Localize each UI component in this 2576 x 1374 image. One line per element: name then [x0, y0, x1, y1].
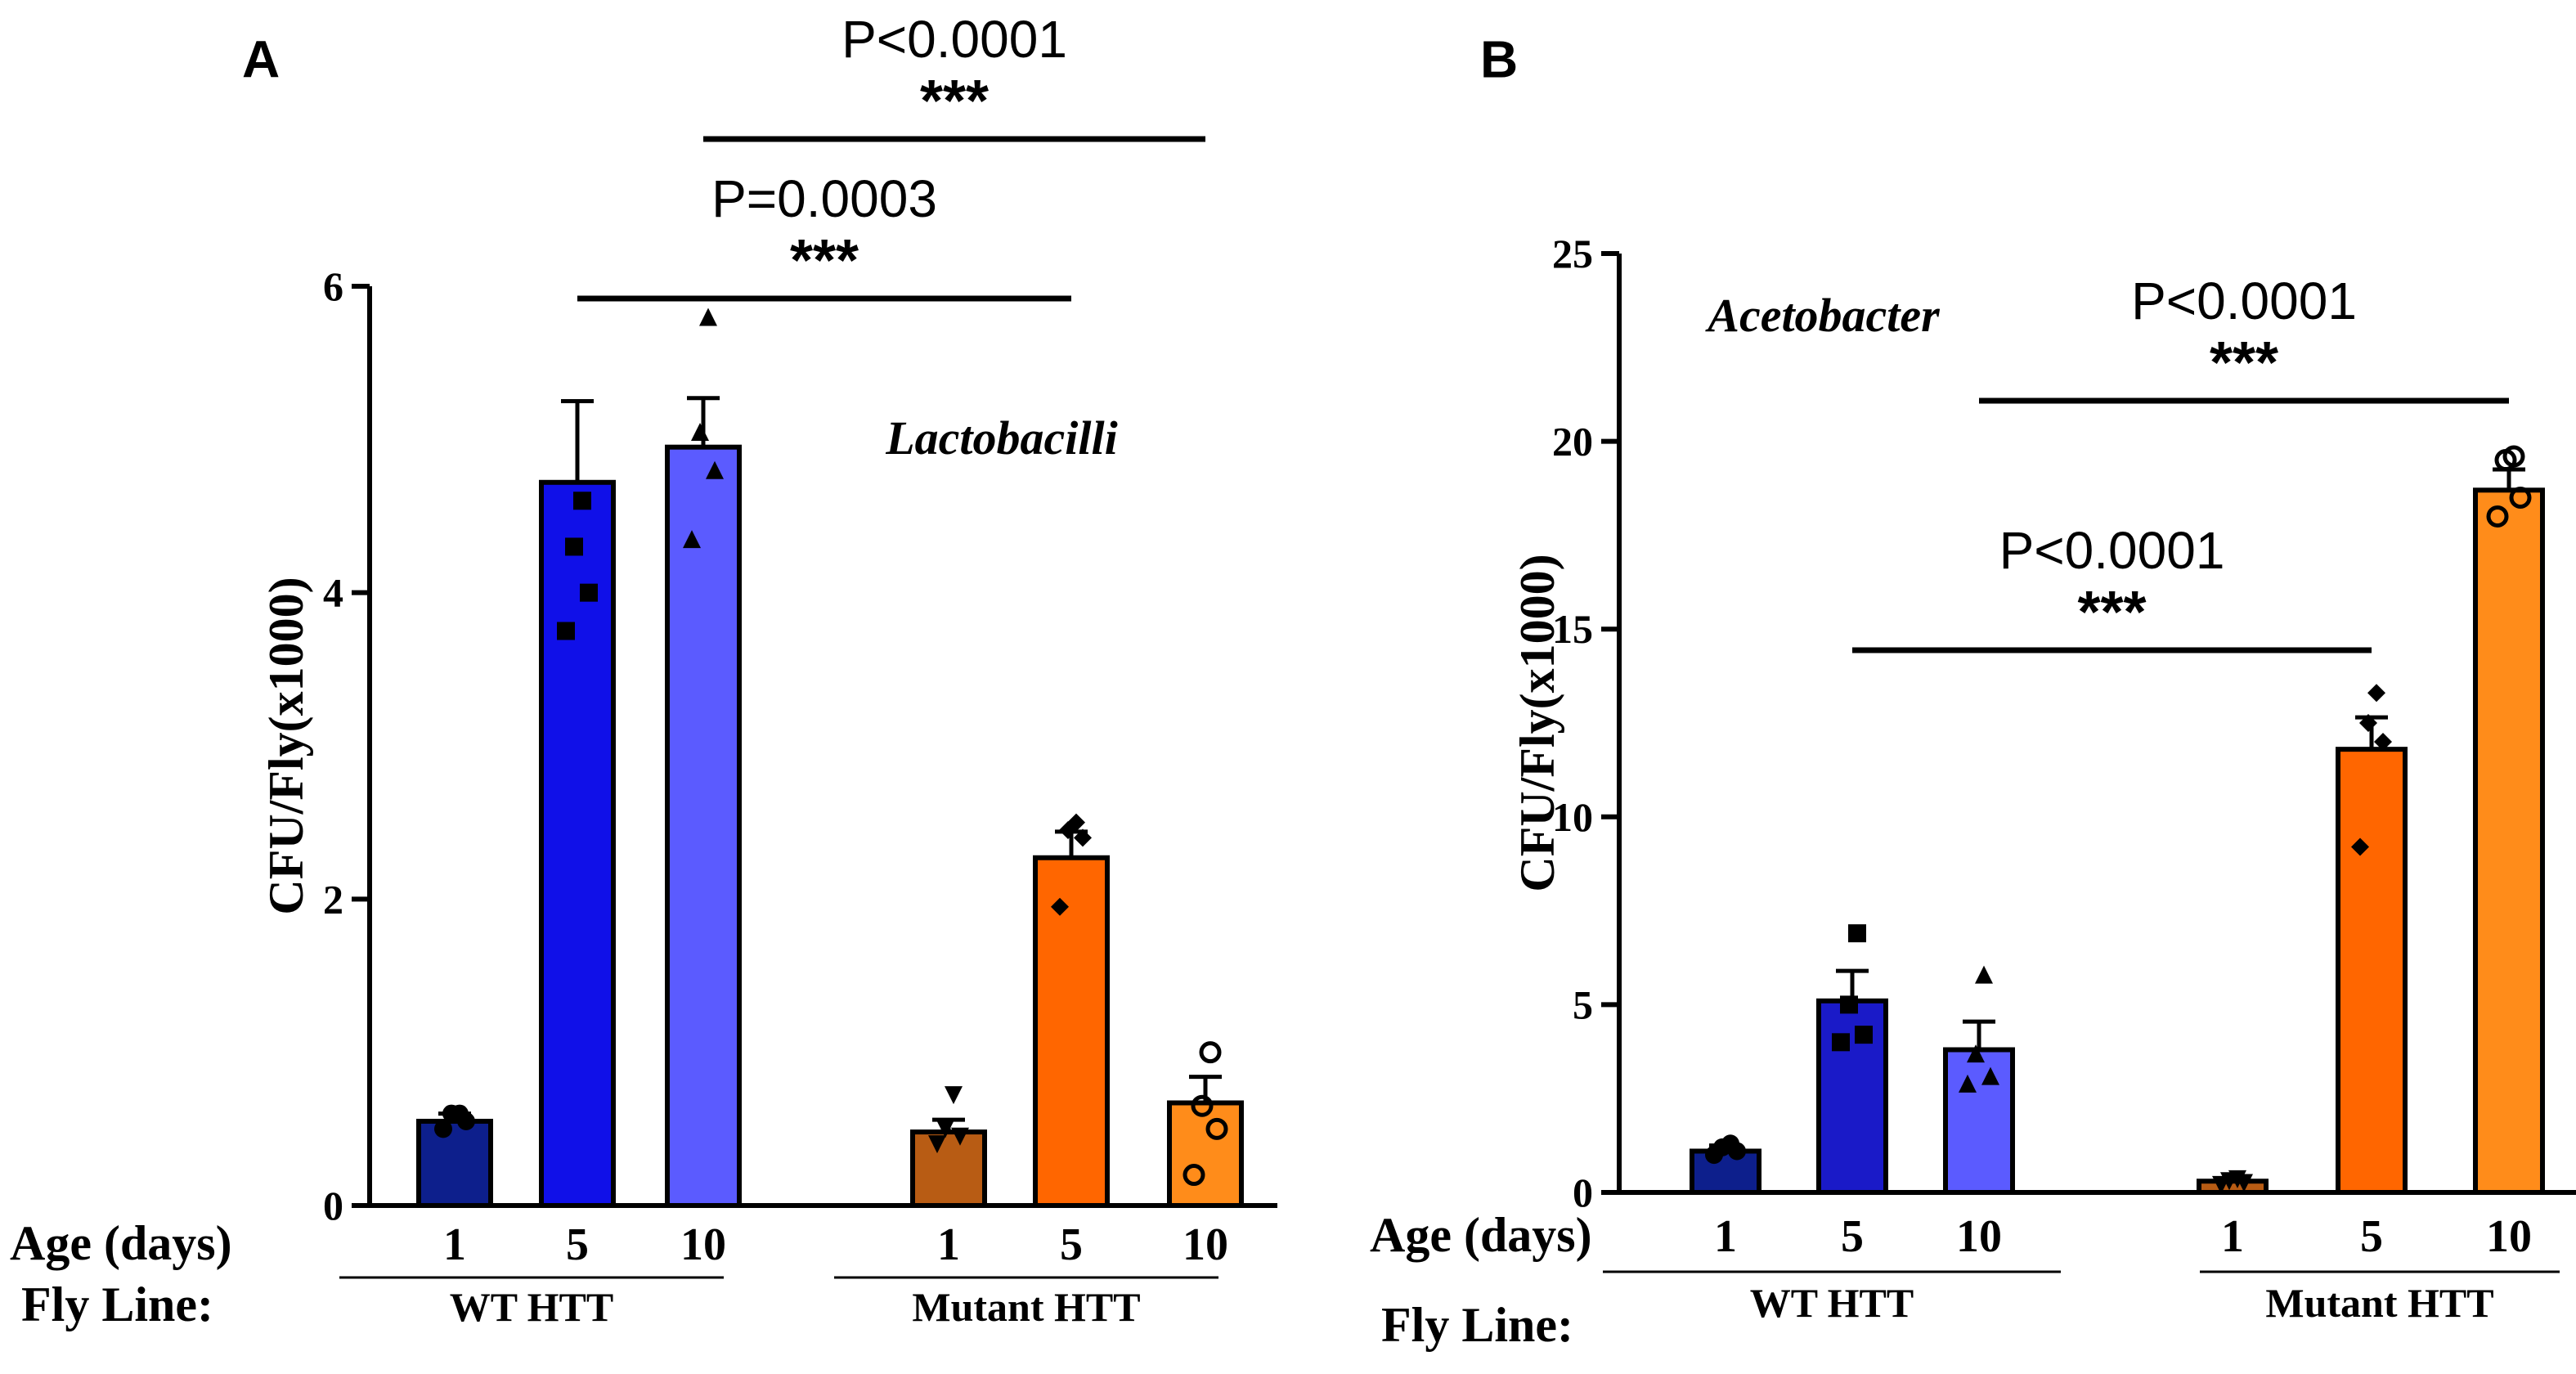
- panel-b-data-point: [2351, 837, 2369, 856]
- panel-a-age-row-label: Age (days): [10, 1216, 232, 1270]
- panel-a-data-point: [434, 1120, 452, 1138]
- panel-b-flyline-row-label: Fly Line:: [1381, 1298, 1573, 1352]
- panel-b-age-label: 5: [1841, 1211, 1864, 1262]
- panel-a-ytick-label: 0: [323, 1183, 343, 1228]
- panel-b-y-label: CFU/Fly(x1000): [1510, 554, 1564, 891]
- panel-a-data-point: [951, 1127, 969, 1146]
- panel-b-p-value: P<0.0001: [2131, 272, 2357, 330]
- panel-a-data-point: [706, 460, 724, 479]
- panel-b-data-point: [1840, 995, 1858, 1014]
- panel-a-age-label: 1: [443, 1219, 466, 1270]
- panel-a-bar: [665, 444, 742, 1208]
- panel-b-ytick-label: 0: [1573, 1170, 1593, 1215]
- panel-a-age-label: 10: [1183, 1219, 1228, 1270]
- panel-b-data-point: [1721, 1134, 1739, 1153]
- panel-a-data-point: [557, 622, 575, 640]
- panel-a-significance-stars: ***: [790, 228, 859, 294]
- panel-b-data-point: [1981, 1066, 1999, 1085]
- panel-b-data-point: [2228, 1170, 2246, 1188]
- panel-b-ytick-label: 5: [1573, 981, 1593, 1027]
- panel-a-flyline-row-label: Fly Line:: [21, 1277, 213, 1331]
- panel-a-bar: [416, 1118, 493, 1209]
- panel-a-significance-stars: ***: [920, 69, 989, 134]
- panel-a-group-label: Mutant HTT: [912, 1284, 1140, 1330]
- panel-b-age-label: 5: [2360, 1211, 2383, 1262]
- panel-a-y-label: CFU/Fly(x1000): [259, 577, 313, 914]
- panel-a-age-label: 5: [1060, 1219, 1083, 1270]
- panel-b-significance-stars: ***: [2077, 580, 2146, 645]
- panel-b-data-point: [1959, 1074, 1977, 1093]
- panel-b-group-label: WT HTT: [1750, 1280, 1914, 1326]
- panel-a-data-point: [565, 537, 583, 556]
- panel-a-bar: [1033, 855, 1110, 1208]
- panel-a-p-value: P<0.0001: [841, 10, 1067, 69]
- panel-a-data-point: [691, 422, 709, 441]
- panel-a-data-point: [1074, 828, 1092, 847]
- panel-b-age-label: 1: [2221, 1211, 2244, 1262]
- panel-b-bar: [2473, 487, 2545, 1195]
- panel-b-p-value: P<0.0001: [1999, 521, 2225, 580]
- panel-a-ytick-label: 6: [323, 263, 343, 309]
- panel-b-data-point: [2502, 445, 2525, 468]
- panel-a-bar: [1167, 1100, 1244, 1209]
- panel-b-age-row-label: Age (days): [1370, 1208, 1592, 1262]
- panel-b-age-label: 1: [1714, 1211, 1737, 1262]
- panel-a-data-point: [699, 308, 717, 326]
- panel-b-age-label: 10: [2486, 1211, 2532, 1262]
- panel-b-ytick-label: 20: [1552, 419, 1593, 465]
- panel-a-data-point: [1199, 1041, 1222, 1064]
- panel-a-ytick-label: 2: [323, 876, 343, 922]
- panel-b-data-point: [2367, 684, 2385, 703]
- panel-a-data-point: [936, 1120, 954, 1138]
- panel-a-data-point: [1191, 1094, 1214, 1117]
- panel-a-ytick-label: 4: [323, 570, 343, 616]
- panel-a-group-label: WT HTT: [450, 1284, 614, 1330]
- panel-b-significance-stars: ***: [2210, 330, 2278, 396]
- panel-b-ytick-label: 10: [1552, 794, 1593, 840]
- panel-a-species-label: Lactobacilli: [885, 411, 1118, 465]
- panel-b-bar: [1690, 1148, 1761, 1196]
- panel-b-data-point: [1832, 1033, 1850, 1052]
- panel-b-ytick-label: 25: [1552, 231, 1593, 276]
- panel-a-data-point: [683, 530, 701, 549]
- panel-b-data-point: [1855, 1026, 1873, 1044]
- panel-b-bar: [1816, 998, 1888, 1195]
- panel-b-data-point: [1975, 965, 1993, 984]
- panel-b-bar: [1943, 1047, 2015, 1196]
- panel-a-bar: [910, 1129, 987, 1208]
- panel-b-ytick-label: 15: [1552, 606, 1593, 652]
- panel-b-group-label: Mutant HTT: [2265, 1280, 2493, 1326]
- panel-b-bar: [2336, 747, 2408, 1195]
- panel-a-data-point: [451, 1104, 469, 1123]
- panel-a-letter: A: [242, 29, 280, 88]
- panel-a-data-point: [928, 1135, 946, 1154]
- panel-b-data-point: [2374, 732, 2392, 751]
- panel-b-data-point: [2359, 714, 2377, 732]
- panel-a-age-label: 1: [937, 1219, 960, 1270]
- panel-a-data-point: [1183, 1164, 1205, 1187]
- panel-a-data-point: [1205, 1117, 1228, 1140]
- panel-a-data-point: [580, 583, 598, 602]
- panel-a-age-label: 5: [566, 1219, 589, 1270]
- panel-b-species-label: Acetobacter: [1705, 289, 1940, 342]
- panel-b-data-point: [2486, 505, 2509, 528]
- panel-a-p-value: P=0.0003: [711, 169, 937, 228]
- panel-b-age-label: 10: [1956, 1211, 2002, 1262]
- panel-b-data-point: [1967, 1044, 1985, 1063]
- panel-a-data-point: [945, 1086, 963, 1105]
- panel-b-data-point: [2509, 486, 2532, 509]
- panel-a-bar: [539, 479, 616, 1208]
- panel-a-data-point: [1067, 813, 1085, 832]
- panel-a-data-point: [1051, 897, 1069, 916]
- panel-a-data-point: [573, 492, 591, 510]
- panel-b-data-point: [1848, 924, 1866, 943]
- panel-b-letter: B: [1480, 29, 1518, 88]
- panel-a-age-label: 10: [680, 1219, 726, 1270]
